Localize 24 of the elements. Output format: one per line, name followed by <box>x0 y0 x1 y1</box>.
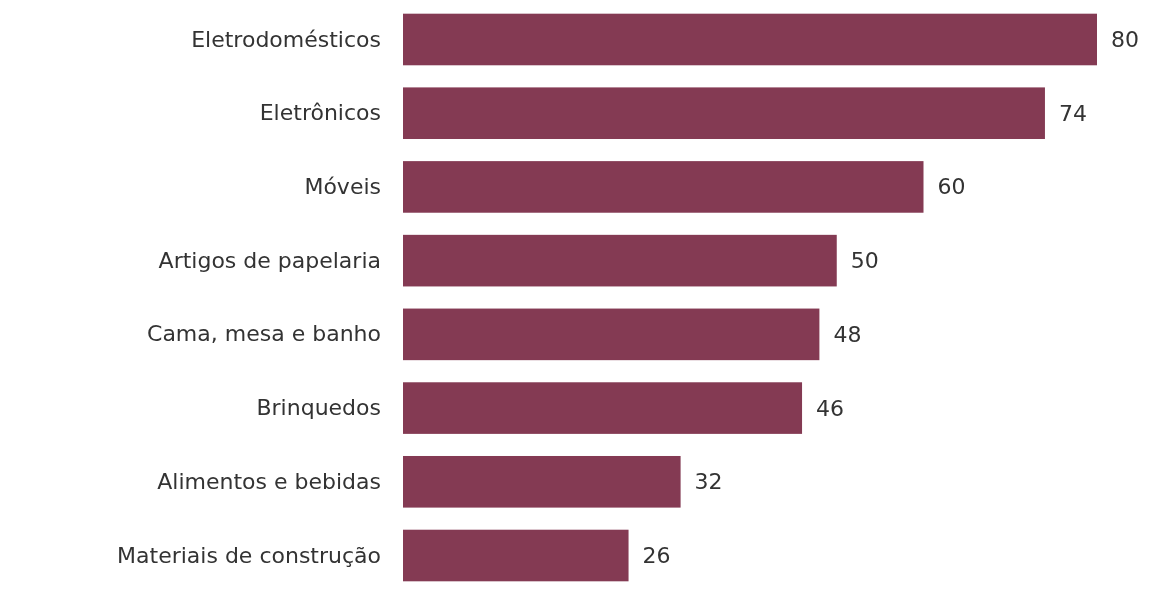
bar <box>403 13 1097 66</box>
bar <box>403 161 924 213</box>
data-label: 74 <box>1058 100 1087 126</box>
bar <box>403 529 629 582</box>
data-label: 32 <box>694 469 723 495</box>
data-label: 26 <box>642 543 671 569</box>
data-label: 46 <box>816 395 845 421</box>
y-tick-label: Materiais de construção <box>117 542 381 568</box>
y-tick-label: Eletrodomésticos <box>191 26 381 52</box>
y-tick-label: Cama, mesa e banho <box>147 321 381 347</box>
bar <box>403 455 681 508</box>
bar <box>403 87 1045 140</box>
bar <box>403 234 837 287</box>
data-label: 50 <box>850 248 879 274</box>
y-tick-label: Alimentos e bebidas <box>157 468 381 494</box>
data-label: 60 <box>937 174 966 200</box>
bar <box>403 382 803 434</box>
y-tick-label: Eletrônicos <box>259 100 381 126</box>
data-label: 48 <box>833 321 862 347</box>
y-tick-label: Artigos de papelaria <box>158 247 381 273</box>
bar <box>403 308 820 361</box>
data-label: 80 <box>1111 26 1139 52</box>
y-tick-label: Brinquedos <box>256 395 381 421</box>
y-tick-label: Móveis <box>304 173 381 199</box>
